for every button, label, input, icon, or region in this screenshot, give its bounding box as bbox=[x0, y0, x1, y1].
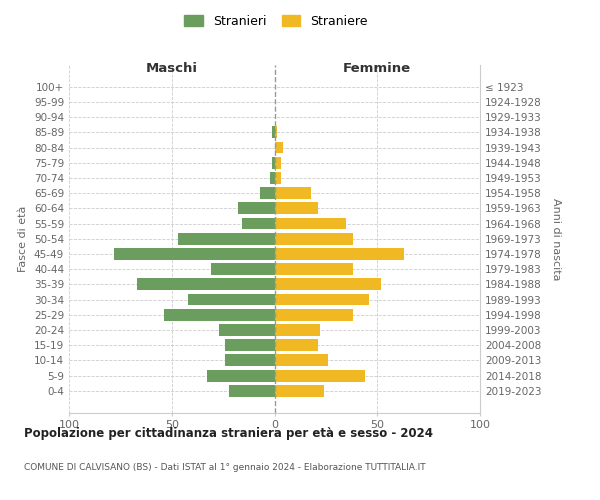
Legend: Stranieri, Straniere: Stranieri, Straniere bbox=[181, 11, 371, 32]
Bar bbox=[164, 309, 275, 320]
Bar bbox=[225, 339, 275, 351]
Bar bbox=[275, 187, 311, 199]
Bar bbox=[275, 248, 404, 260]
Bar bbox=[271, 172, 275, 184]
Text: Femmine: Femmine bbox=[343, 62, 412, 74]
Bar bbox=[272, 126, 275, 138]
Bar bbox=[260, 187, 275, 199]
Bar bbox=[272, 157, 275, 168]
Bar bbox=[219, 324, 275, 336]
Bar bbox=[178, 233, 275, 244]
Bar bbox=[275, 294, 369, 306]
Bar bbox=[275, 172, 281, 184]
Y-axis label: Fasce di età: Fasce di età bbox=[19, 206, 28, 272]
Bar bbox=[275, 126, 277, 138]
Bar bbox=[275, 354, 328, 366]
Bar bbox=[275, 278, 382, 290]
Y-axis label: Anni di nascita: Anni di nascita bbox=[551, 198, 561, 280]
Bar bbox=[275, 370, 365, 382]
Bar bbox=[275, 385, 324, 396]
Bar bbox=[275, 324, 320, 336]
Bar bbox=[275, 233, 353, 244]
Bar bbox=[275, 202, 317, 214]
Text: Maschi: Maschi bbox=[146, 62, 198, 74]
Text: Popolazione per cittadinanza straniera per età e sesso - 2024: Popolazione per cittadinanza straniera p… bbox=[24, 428, 433, 440]
Bar bbox=[114, 248, 275, 260]
Bar bbox=[137, 278, 275, 290]
Bar bbox=[188, 294, 275, 306]
Bar bbox=[238, 202, 275, 214]
Bar bbox=[275, 157, 281, 168]
Bar bbox=[225, 354, 275, 366]
Bar bbox=[211, 263, 275, 275]
Bar bbox=[275, 263, 353, 275]
Bar bbox=[242, 218, 275, 230]
Bar bbox=[275, 309, 353, 320]
Text: COMUNE DI CALVISANO (BS) - Dati ISTAT al 1° gennaio 2024 - Elaborazione TUTTITAL: COMUNE DI CALVISANO (BS) - Dati ISTAT al… bbox=[24, 462, 425, 471]
Bar bbox=[275, 142, 283, 154]
Bar bbox=[229, 385, 275, 396]
Bar bbox=[275, 218, 346, 230]
Bar bbox=[206, 370, 275, 382]
Bar bbox=[275, 339, 317, 351]
